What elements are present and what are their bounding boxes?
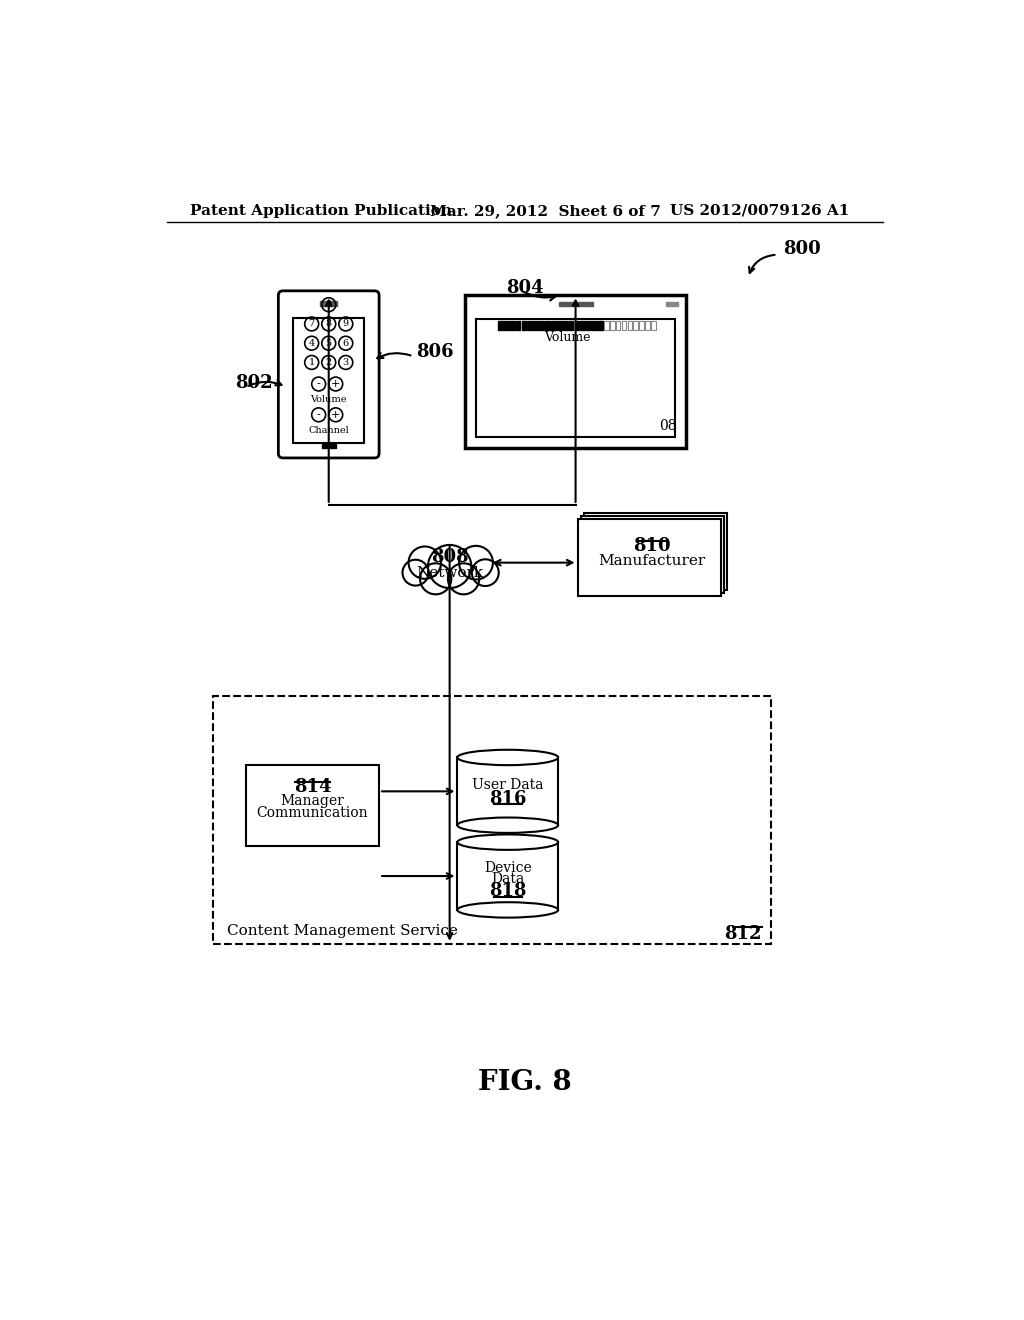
Ellipse shape xyxy=(458,834,558,850)
Text: 2: 2 xyxy=(326,358,332,367)
Text: -: - xyxy=(316,379,321,389)
Bar xyxy=(584,512,727,590)
Bar xyxy=(666,302,678,306)
Text: Volume: Volume xyxy=(545,331,591,345)
Text: 3: 3 xyxy=(343,358,349,367)
Text: Mar. 29, 2012  Sheet 6 of 7: Mar. 29, 2012 Sheet 6 of 7 xyxy=(430,203,662,218)
Text: User Data: User Data xyxy=(472,779,544,792)
Bar xyxy=(293,318,365,444)
Text: Network: Network xyxy=(416,566,483,579)
Text: Volume: Volume xyxy=(310,395,347,404)
Bar xyxy=(551,321,556,330)
Bar xyxy=(521,321,526,330)
Bar xyxy=(558,302,593,306)
Text: 0: 0 xyxy=(326,300,332,309)
Text: 5: 5 xyxy=(326,339,332,347)
Text: 810: 810 xyxy=(634,537,671,556)
Bar xyxy=(557,321,561,330)
Bar xyxy=(458,842,558,909)
Bar xyxy=(604,321,608,330)
Bar xyxy=(581,516,724,593)
Text: 806: 806 xyxy=(417,343,454,362)
Bar xyxy=(587,321,591,330)
Text: 804: 804 xyxy=(506,279,544,297)
Bar xyxy=(458,758,558,825)
Bar xyxy=(622,321,627,330)
Bar xyxy=(610,321,614,330)
Text: 6: 6 xyxy=(343,339,349,347)
Text: Manufacturer: Manufacturer xyxy=(599,554,706,568)
Text: Channel: Channel xyxy=(308,426,349,434)
Bar xyxy=(568,321,573,330)
Bar xyxy=(465,296,686,447)
Text: +: + xyxy=(331,409,340,420)
Bar xyxy=(634,321,638,330)
Text: 7: 7 xyxy=(308,319,314,329)
Bar xyxy=(628,321,632,330)
Text: Content Management Service: Content Management Service xyxy=(227,924,458,939)
Circle shape xyxy=(409,546,441,578)
Text: 08: 08 xyxy=(658,420,676,433)
Text: 9: 9 xyxy=(343,319,349,329)
Text: Patent Application Publication: Patent Application Publication xyxy=(190,203,452,218)
Circle shape xyxy=(402,560,429,586)
Text: 1: 1 xyxy=(308,358,314,367)
Text: 812: 812 xyxy=(724,925,762,942)
Ellipse shape xyxy=(458,903,558,917)
Text: 802: 802 xyxy=(234,375,272,392)
Text: -: - xyxy=(316,409,321,420)
Text: 808: 808 xyxy=(431,548,468,566)
Bar xyxy=(540,321,544,330)
Circle shape xyxy=(459,546,493,579)
Text: US 2012/0079126 A1: US 2012/0079126 A1 xyxy=(671,203,850,218)
Text: FIG. 8: FIG. 8 xyxy=(478,1069,571,1096)
Circle shape xyxy=(472,560,499,586)
Bar xyxy=(322,444,336,447)
Text: Communication: Communication xyxy=(257,807,369,820)
Circle shape xyxy=(428,545,471,589)
Text: 818: 818 xyxy=(489,883,526,900)
Text: 4: 4 xyxy=(308,339,314,347)
Bar xyxy=(321,301,337,306)
Bar xyxy=(498,321,503,330)
Ellipse shape xyxy=(458,817,558,833)
Bar xyxy=(504,321,509,330)
Ellipse shape xyxy=(458,750,558,766)
Bar xyxy=(615,321,621,330)
Bar xyxy=(563,321,567,330)
Bar xyxy=(574,321,580,330)
Bar xyxy=(598,321,603,330)
Bar xyxy=(578,519,721,595)
Bar xyxy=(592,321,597,330)
Circle shape xyxy=(420,564,452,594)
Text: 8: 8 xyxy=(326,319,332,329)
Bar xyxy=(645,321,650,330)
Text: 816: 816 xyxy=(489,791,526,808)
Bar xyxy=(246,766,379,846)
Text: 814: 814 xyxy=(294,777,331,796)
Bar xyxy=(213,696,771,944)
FancyBboxPatch shape xyxy=(279,290,379,458)
Text: Device: Device xyxy=(484,862,531,875)
Text: Data: Data xyxy=(492,873,524,886)
Bar xyxy=(516,321,520,330)
Text: 800: 800 xyxy=(783,240,820,259)
Bar xyxy=(510,321,514,330)
Bar xyxy=(651,321,655,330)
Bar xyxy=(527,321,532,330)
Circle shape xyxy=(447,564,479,594)
Text: Manager: Manager xyxy=(281,793,344,808)
Bar xyxy=(581,321,585,330)
Bar xyxy=(534,321,538,330)
Bar xyxy=(639,321,644,330)
Bar xyxy=(476,318,675,437)
Text: +: + xyxy=(331,379,340,389)
Bar xyxy=(545,321,550,330)
